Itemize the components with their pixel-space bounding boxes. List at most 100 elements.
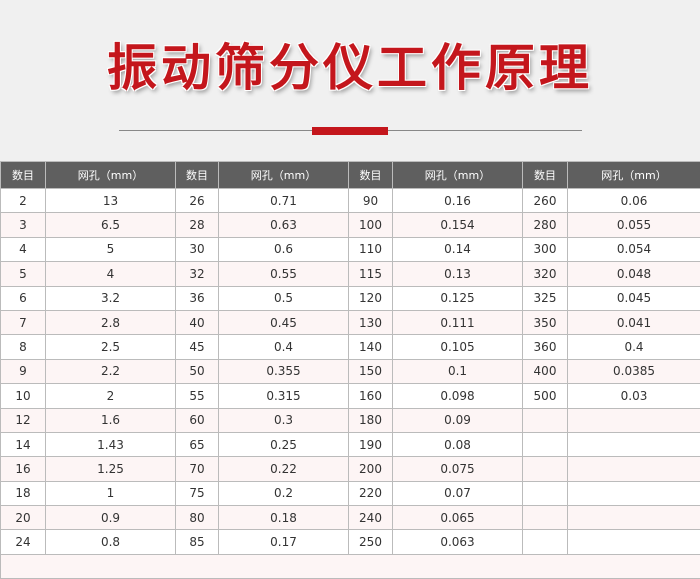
divider-accent [312,127,388,135]
aperture-cell: 1.6 [46,408,176,432]
mesh-count-cell: 220 [349,481,393,505]
aperture-cell [568,506,700,530]
aperture-cell [568,408,700,432]
header-aperture-mm: 网孔（mm） [46,162,176,189]
aperture-cell: 0.111 [393,310,523,334]
aperture-cell: 1.43 [46,432,176,456]
aperture-cell: 6.5 [46,213,176,237]
aperture-cell: 0.048 [568,262,700,286]
aperture-cell: 4 [46,262,176,286]
empty-footer-cell [1,554,700,578]
mesh-count-cell: 40 [176,310,219,334]
mesh-count-cell: 90 [349,189,393,213]
mesh-count-cell: 10 [1,384,46,408]
aperture-cell: 0.09 [393,408,523,432]
aperture-cell: 0.054 [568,237,700,261]
header-mesh-count: 数目 [349,162,393,189]
mesh-count-cell: 100 [349,213,393,237]
mesh-count-cell: 16 [1,457,46,481]
aperture-cell: 0.055 [568,213,700,237]
aperture-cell: 3.2 [46,286,176,310]
mesh-count-cell [523,506,568,530]
mesh-count-cell: 160 [349,384,393,408]
aperture-cell: 13 [46,189,176,213]
aperture-cell: 0.25 [219,432,349,456]
mesh-count-cell: 260 [523,189,568,213]
aperture-cell: 1 [46,481,176,505]
aperture-cell: 0.6 [219,237,349,261]
page-title: 振动筛分仪工作原理 [0,38,700,98]
mesh-count-cell: 50 [176,359,219,383]
header-mesh-count: 数目 [176,162,219,189]
mesh-count-cell: 24 [1,530,46,554]
aperture-cell: 0.0385 [568,359,700,383]
mesh-count-cell [523,530,568,554]
aperture-cell: 0.14 [393,237,523,261]
aperture-cell: 0.22 [219,457,349,481]
aperture-cell: 0.4 [568,335,700,359]
aperture-cell: 0.1 [393,359,523,383]
mesh-count-cell [523,481,568,505]
aperture-cell: 0.5 [219,286,349,310]
mesh-count-cell: 80 [176,506,219,530]
aperture-cell: 0.063 [393,530,523,554]
mesh-count-cell: 500 [523,384,568,408]
mesh-count-cell: 7 [1,310,46,334]
mesh-count-cell: 70 [176,457,219,481]
aperture-cell: 0.041 [568,310,700,334]
aperture-cell: 0.18 [219,506,349,530]
aperture-cell: 2 [46,384,176,408]
header-mesh-count: 数目 [1,162,46,189]
mesh-count-cell: 5 [1,262,46,286]
mesh-count-cell: 280 [523,213,568,237]
mesh-count-cell [523,457,568,481]
mesh-count-cell: 240 [349,506,393,530]
mesh-count-cell: 400 [523,359,568,383]
mesh-count-cell: 360 [523,335,568,359]
aperture-cell: 1.25 [46,457,176,481]
mesh-count-cell: 300 [523,237,568,261]
mesh-count-cell: 115 [349,262,393,286]
header-aperture-mm: 网孔（mm） [393,162,523,189]
table-footer-row [1,554,700,578]
aperture-cell: 0.3 [219,408,349,432]
aperture-cell: 0.07 [393,481,523,505]
mesh-count-cell: 28 [176,213,219,237]
aperture-cell: 2.8 [46,310,176,334]
aperture-cell: 0.4 [219,335,349,359]
aperture-cell: 0.63 [219,213,349,237]
mesh-count-cell: 65 [176,432,219,456]
aperture-cell: 0.045 [568,286,700,310]
mesh-count-cell: 26 [176,189,219,213]
mesh-count-cell: 12 [1,408,46,432]
mesh-count-cell: 32 [176,262,219,286]
aperture-cell: 0.355 [219,359,349,383]
aperture-cell: 0.16 [393,189,523,213]
aperture-cell: 0.45 [219,310,349,334]
aperture-cell: 0.06 [568,189,700,213]
mesh-count-cell: 36 [176,286,219,310]
aperture-cell: 0.2 [219,481,349,505]
aperture-cell: 0.098 [393,384,523,408]
mesh-count-cell: 75 [176,481,219,505]
mesh-count-cell: 120 [349,286,393,310]
mesh-count-cell: 190 [349,432,393,456]
mesh-count-cell: 45 [176,335,219,359]
mesh-count-cell: 250 [349,530,393,554]
aperture-cell [568,530,700,554]
aperture-cell: 0.8 [46,530,176,554]
mesh-count-cell: 350 [523,310,568,334]
aperture-cell: 0.55 [219,262,349,286]
mesh-count-cell: 180 [349,408,393,432]
mesh-count-cell: 130 [349,310,393,334]
